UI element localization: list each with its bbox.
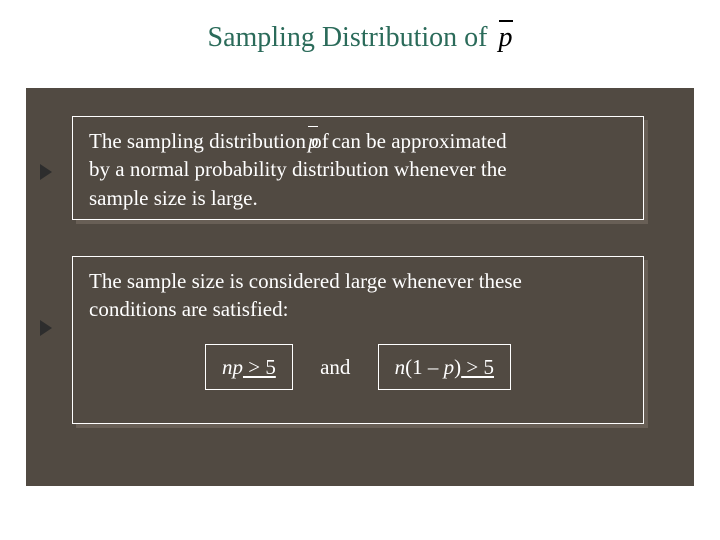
cond2-paren: (1 – — [405, 355, 444, 379]
slide-title: Sampling Distribution of p — [0, 22, 720, 54]
title-phat: p — [495, 22, 513, 53]
conditions-row: np > 5 and n(1 – p) > 5 — [89, 344, 627, 390]
cond1-np: np — [222, 355, 243, 379]
phat-inline: p — [308, 127, 319, 155]
cond2-p: p — [444, 355, 455, 379]
box1-line2: by a normal probability distribution whe… — [89, 155, 627, 183]
box2-line2: conditions are satisfied: — [89, 295, 627, 323]
cond1-rest: > 5 — [243, 355, 276, 379]
bullet-icon — [40, 320, 52, 336]
cond2-n: n — [395, 355, 406, 379]
condition-2: n(1 – p) > 5 — [378, 344, 511, 390]
bullet-icon — [40, 164, 52, 180]
box1-text-post: can be approximated — [326, 129, 506, 153]
condition-1: np > 5 — [205, 344, 293, 390]
info-box-1: The sampling distribution of p can be ap… — [72, 116, 644, 220]
cond2-rest: > 5 — [461, 355, 494, 379]
and-label: and — [320, 353, 350, 381]
box2-line1: The sample size is considered large when… — [89, 267, 627, 295]
box1-text-pre: The sampling distribution of — [89, 129, 334, 153]
box1-line3: sample size is large. — [89, 184, 627, 212]
info-box-2: The sample size is considered large when… — [72, 256, 644, 424]
title-main: Sampling Distribution of — [208, 22, 488, 53]
slide: Sampling Distribution of p The sampling … — [0, 0, 720, 540]
box1-line1: The sampling distribution of p can be ap… — [89, 127, 627, 155]
